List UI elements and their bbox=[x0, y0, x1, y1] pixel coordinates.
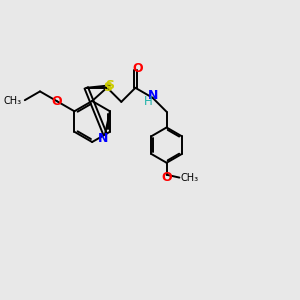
Text: H: H bbox=[144, 95, 153, 108]
Text: O: O bbox=[161, 171, 172, 184]
Text: O: O bbox=[132, 62, 143, 75]
Text: CH₃: CH₃ bbox=[181, 172, 199, 183]
Text: S: S bbox=[105, 79, 114, 92]
Text: O: O bbox=[52, 95, 62, 108]
Text: N: N bbox=[148, 89, 159, 102]
Text: CH₃: CH₃ bbox=[4, 96, 22, 106]
Text: S: S bbox=[103, 81, 112, 94]
Text: N: N bbox=[98, 133, 108, 146]
